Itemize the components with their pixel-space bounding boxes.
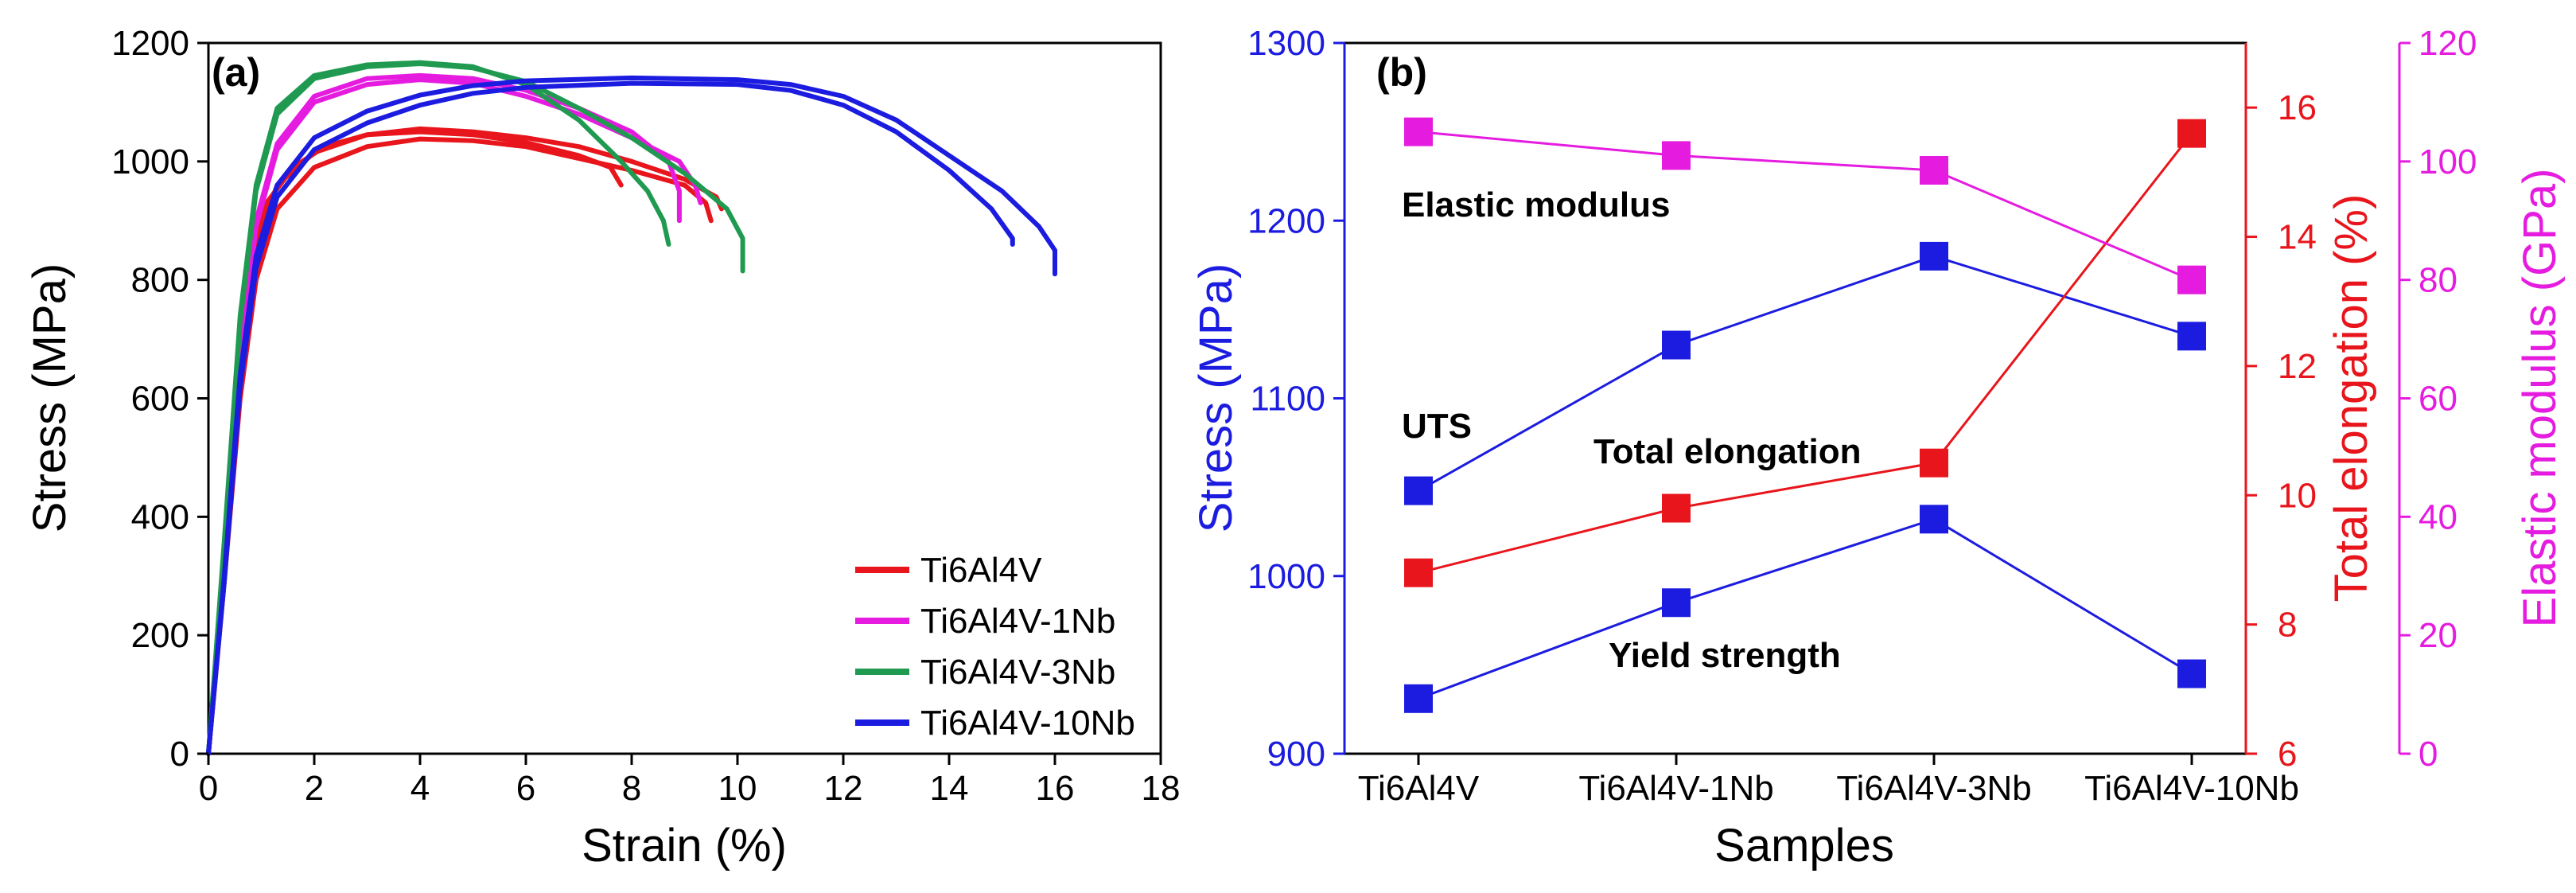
curve-ti6al4v-10nb-1 [206,80,1015,756]
panel-b-annotation-uts: UTS [1402,407,1472,446]
panel-b-modulus-axis-label: Elastic modulus (GPa) [2514,169,2566,628]
y-tick-label: 0 [170,735,189,774]
curve-ti6al4v-10nb-2 [206,75,1057,756]
x-tick-label: 0 [199,769,218,808]
curve-ti6al4v-3nb-2 [206,61,745,756]
panel-b-properties: Ti6Al4V Ti6Al4V-1Nb Ti6Al4V-3Nb Ti6Al4V-10N… [1190,24,2566,872]
panel-a-label: (a) [212,50,260,95]
panel-b-elongation-axis-label: Total elongation (%) [2325,194,2377,602]
stress-tick-label: 1200 [1247,201,1325,240]
marker-total-elongation-ti6al4v-3nb [1920,448,1948,478]
category-label-ti6al4v: Ti6Al4V [1358,769,1480,808]
marker-elastic-modulus-ti6al4v-1nb [1662,141,1691,170]
x-tick-label: 16 [1036,769,1075,808]
marker-elastic-modulus-ti6al4v-3nb [1920,155,1948,185]
x-tick-label: 18 [1142,769,1181,808]
modulus-tick-label: 0 [2418,735,2438,774]
marker-uts-ti6al4v-3nb [1920,241,1948,271]
y-tick-label: 200 [131,616,189,655]
y-tick-label: 600 [131,380,189,419]
category-label-ti6al4v-3nb: Ti6Al4V-3Nb [1836,769,2031,808]
series-line-uts [1418,255,2193,492]
marker-elastic-modulus-ti6al4v [1404,117,1433,146]
x-tick-label: 8 [622,769,641,808]
x-tick-label: 4 [411,769,430,808]
panel-b-stress-axis-label: Stress (MPa) [1190,263,1242,532]
x-tick-label: 2 [305,769,324,808]
series-line-total-elongation [1418,132,2193,575]
stress-tick-label: 1000 [1247,557,1325,596]
y-tick-label: 1200 [111,24,189,63]
series-line-yield-strength [1418,517,2193,700]
stress-tick-label: 1100 [1250,380,1325,419]
y-tick-label: 400 [131,497,189,536]
stress-tick-label: 900 [1267,735,1325,774]
marker-elastic-modulus-ti6al4v-10nb [2177,265,2206,294]
marker-total-elongation-ti6al4v [1404,558,1433,587]
x-tick-label: 10 [718,769,757,808]
panel-a-tensile-curves: 0 2 4 6 8 10 12 14 16 18 0 200 400 600 800 1000 1200 (a)… [24,24,1180,872]
curve-ti6al4v-1nb-2 [206,77,703,756]
x-tick-label: 12 [824,769,863,808]
modulus-tick-label: 80 [2418,261,2457,300]
marker-yield-strength-ti6al4v-3nb [1920,505,1948,534]
panel-b-series [1404,117,2206,713]
marker-uts-ti6al4v-1nb [1662,330,1691,360]
legend-label-ti6al4v-10nb: Ti6Al4V-10Nb [920,704,1135,743]
marker-uts-ti6al4v [1404,476,1433,505]
panel-b-annotation-yield-strength: Yield strength [1609,636,1841,675]
modulus-tick-label: 20 [2418,616,2457,655]
modulus-tick-label: 120 [2418,24,2477,63]
panel-b-label: (b) [1376,50,1427,95]
x-tick-label: 6 [516,769,535,808]
elongation-tick-label: 12 [2278,347,2317,386]
modulus-tick-label: 100 [2418,142,2477,181]
panel-a-curves [206,60,1057,756]
legend-label-ti6al4v-3nb: Ti6Al4V-3Nb [920,653,1115,692]
curve-ti6al4v-3nb-1 [206,60,671,756]
marker-total-elongation-ti6al4v-1nb [1662,493,1691,523]
marker-yield-strength-ti6al4v [1404,684,1433,713]
modulus-tick-label: 40 [2418,497,2457,536]
panel-b-x-axis-label: Samples [1714,820,1894,872]
elongation-tick-label: 14 [2278,218,2317,257]
curve-ti6al4v-1nb-1 [206,72,682,756]
panel-a-axes: 0 2 4 6 8 10 12 14 16 18 0 200 400 600 800 1000 1200 [111,24,1180,808]
x-tick-label: 14 [930,769,969,808]
panel-a-plot-frame [207,41,1162,755]
panel-b-axes: Ti6Al4V Ti6Al4V-1Nb Ti6Al4V-3Nb Ti6Al4V-10N… [1247,24,2477,808]
panel-b-annotation-total-elongation: Total elongation [1593,432,1862,471]
legend-label-ti6al4v: Ti6Al4V [920,551,1042,590]
marker-uts-ti6al4v-10nb [2177,322,2206,351]
elongation-tick-label: 10 [2278,476,2317,515]
y-tick-label: 800 [131,261,189,300]
panel-a-y-axis-label: Stress (MPa) [24,263,76,532]
stress-tick-label: 1300 [1247,24,1325,63]
y-tick-label: 1000 [111,142,189,181]
elongation-tick-label: 6 [2278,735,2297,774]
panel-b-annotation-elastic-modulus: Elastic modulus [1402,185,1670,224]
legend-label-ti6al4v-1nb: Ti6Al4V-1Nb [920,602,1115,641]
category-label-ti6al4v-1nb: Ti6Al4V-1Nb [1578,769,1773,808]
elongation-tick-label: 16 [2278,88,2317,127]
series-line-elastic-modulus [1418,131,2193,282]
category-label-ti6al4v-10nb: Ti6Al4V-10Nb [2084,769,2299,808]
curve-ti6al4v-2 [206,126,724,756]
curve-ti6al4v-3 [206,136,714,756]
marker-total-elongation-ti6al4v-10nb [2177,119,2206,148]
marker-yield-strength-ti6al4v-1nb [1662,588,1691,618]
elongation-tick-label: 8 [2278,606,2297,645]
modulus-tick-label: 60 [2418,380,2457,419]
panel-a-x-axis-label: Strain (%) [582,820,787,872]
marker-yield-strength-ti6al4v-10nb [2177,659,2206,688]
panel-a-legend: Ti6Al4V Ti6Al4V-1Nb Ti6Al4V-3Nb Ti6Al4V-10N… [855,551,1135,743]
